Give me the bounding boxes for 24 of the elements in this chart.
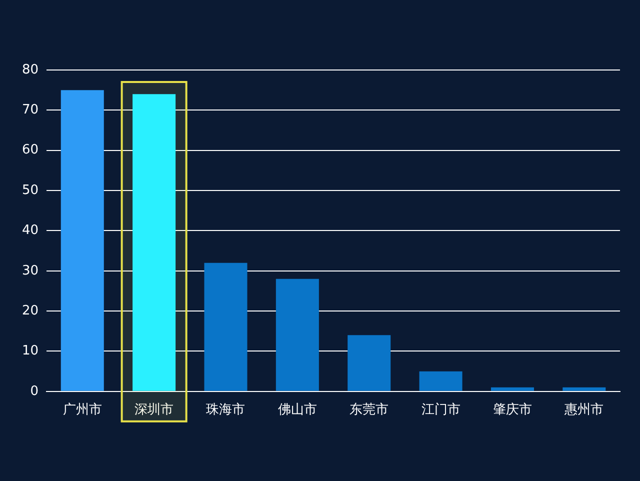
bar <box>60 90 104 391</box>
x-tick-label: 东莞市 <box>350 402 389 418</box>
x-tick-label: 江门市 <box>421 402 460 418</box>
x-tick-label: 深圳市 <box>134 402 174 418</box>
y-tick-label: 80 <box>22 62 39 78</box>
bar <box>562 387 606 391</box>
y-tick-label: 70 <box>22 102 39 118</box>
bar <box>276 278 319 391</box>
x-tick-label: 肇庆市 <box>492 402 532 418</box>
y-tick-label: 60 <box>22 142 39 158</box>
bar <box>419 371 462 391</box>
y-tick-label: 40 <box>22 223 39 238</box>
y-tick-label: 0 <box>30 384 39 399</box>
bar <box>490 387 534 391</box>
x-tick-label: 珠海市 <box>206 402 246 418</box>
y-tick-label: 50 <box>22 182 39 198</box>
x-tick-label: 惠州市 <box>564 402 604 418</box>
x-tick-label: 佛山市 <box>278 402 317 418</box>
y-tick-label: 20 <box>22 303 39 318</box>
bar <box>204 262 248 391</box>
bar <box>348 335 391 391</box>
y-tick-label: 10 <box>22 344 39 359</box>
x-tick-label: 广州市 <box>62 402 102 418</box>
y-tick-label: 30 <box>22 263 39 278</box>
